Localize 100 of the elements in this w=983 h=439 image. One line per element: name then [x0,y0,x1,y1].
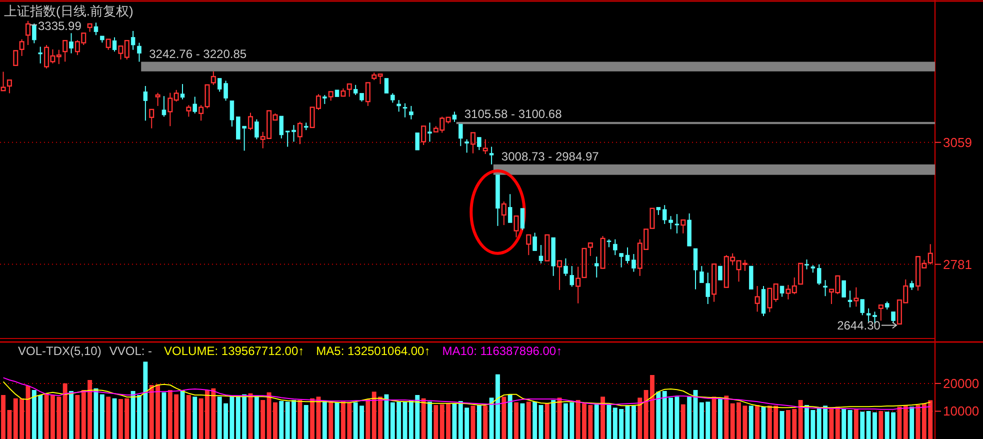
bar [304,405,308,439]
bar [322,401,327,439]
candlestick [180,84,185,100]
candlestick [588,242,593,256]
candlestick [594,256,599,278]
candlestick [656,207,661,216]
bar [712,396,716,439]
candlestick [496,174,500,226]
candlestick [823,280,828,297]
annotation: 2644.30 [837,318,881,332]
candlestick [538,244,544,264]
bar [434,405,438,439]
candlestick [532,232,537,251]
candlestick [143,86,148,122]
bar [310,398,315,439]
candlestick [13,50,18,66]
candlestick [130,30,136,50]
band-label: 3242.76 - 3220.85 [149,46,247,61]
annotation: VVOL: - [109,344,152,358]
bar [748,406,754,439]
candlestick [706,272,710,305]
bar [544,403,550,439]
candlestick [619,253,624,268]
bar [452,403,457,439]
candlestick [514,215,519,238]
candlestick [458,124,463,147]
annotation: VOLUME: 139567712.00↑ [164,344,304,358]
bar [718,398,722,439]
y-tick-label: 2781 [943,256,972,272]
candlestick [6,79,12,94]
bar [860,412,865,439]
bar [476,405,482,439]
candlestick [334,90,340,97]
candlestick [712,263,717,302]
bar [279,401,284,439]
bar [514,402,518,439]
bar [638,398,642,439]
y-tick-label: 10000 [943,404,980,419]
candlestick [557,260,562,290]
candlestick [477,137,482,151]
chart-title: 上证指数(日线.前复权) [4,4,134,18]
bar [798,400,803,439]
candlestick [69,32,74,54]
candlestick [489,146,494,165]
bar [502,396,506,439]
text: MA10: 116387896.00↑ [442,344,562,358]
band-label: 3105.58 - 3100.68 [464,106,562,121]
candlestick [137,42,142,62]
bar [910,406,914,439]
bar [780,411,784,439]
bar [162,392,166,439]
bar [298,400,302,439]
candlestick [780,286,784,298]
bar [532,402,538,439]
candlestick [842,280,846,298]
candlestick [798,262,804,285]
bar [631,406,636,439]
bar [106,396,111,439]
candlestick [674,214,680,234]
candlestick [230,100,234,128]
bar [508,394,512,439]
bar [112,398,117,439]
bar [366,399,370,439]
bar [62,383,68,439]
bar [606,404,612,439]
bar [254,396,259,439]
bar [680,404,686,439]
band-label: 3008.73 - 2984.97 [501,149,600,164]
candlestick [0,71,6,92]
bar [848,410,852,439]
bar [551,400,556,439]
bar [328,402,334,439]
candlestick [384,78,389,94]
bar [656,392,661,439]
bar [483,406,488,439]
bar [897,406,902,439]
bar [186,395,191,439]
bar [384,394,389,439]
bar [835,406,840,439]
candlestick [804,258,809,270]
bar [75,395,80,439]
bar [260,400,266,439]
bar [724,396,729,439]
candlestick [613,238,618,256]
candlestick [470,132,476,154]
bar [470,406,476,439]
candlestick [452,111,457,122]
bar [557,398,562,439]
candlestick [551,237,556,276]
bar [600,396,606,439]
chart-title: VOL-TDX(5,10) [18,344,102,358]
candlestick [38,46,42,64]
bar [594,403,599,439]
candlestick [149,108,154,129]
bar [903,405,908,439]
bar [100,394,104,439]
candlestick [693,248,698,290]
bar [520,403,525,439]
candlestick [62,40,68,62]
annotation: 3335.99 [38,18,82,33]
